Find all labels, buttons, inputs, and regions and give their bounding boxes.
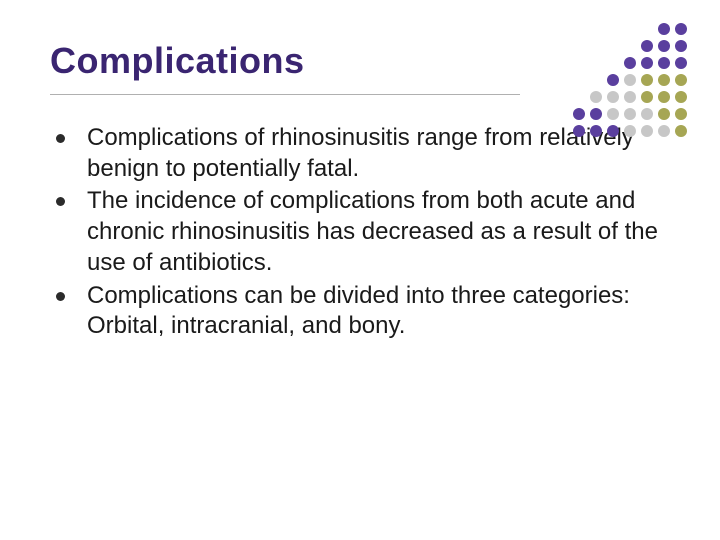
list-item: The incidence of complications from both… [50, 186, 670, 278]
decoration-dot [624, 57, 636, 69]
decoration-dot [590, 108, 602, 120]
decoration-dot [658, 74, 670, 86]
decoration-dot [658, 125, 670, 137]
bullet-text: The incidence of complications from both… [87, 186, 670, 278]
decoration-dot [675, 125, 687, 137]
bullet-icon [56, 197, 65, 206]
decoration-dot [607, 74, 619, 86]
decoration-dot [641, 125, 653, 137]
decoration-dot [590, 125, 602, 137]
decoration-dot [573, 125, 585, 137]
decoration-dot [658, 108, 670, 120]
bullet-icon [56, 292, 65, 301]
decoration-dot [641, 40, 653, 52]
decoration-dot [607, 91, 619, 103]
decoration-dot [675, 57, 687, 69]
corner-dot-decoration [572, 22, 688, 138]
decoration-dot [590, 91, 602, 103]
decoration-dot [675, 91, 687, 103]
decoration-dot [624, 91, 636, 103]
decoration-dot [658, 23, 670, 35]
decoration-dot [607, 125, 619, 137]
decoration-dot [624, 108, 636, 120]
decoration-dot [658, 91, 670, 103]
decoration-dot [658, 40, 670, 52]
decoration-dot [607, 108, 619, 120]
decoration-dot [658, 57, 670, 69]
decoration-dot [624, 74, 636, 86]
decoration-dot [624, 125, 636, 137]
decoration-dot [675, 108, 687, 120]
bullet-text: Complications can be divided into three … [87, 281, 670, 342]
decoration-dot [675, 74, 687, 86]
decoration-dot [573, 108, 585, 120]
decoration-dot [641, 74, 653, 86]
decoration-dot [641, 91, 653, 103]
content-area: Complications of rhinosinusitis range fr… [50, 123, 670, 342]
decoration-dot [641, 57, 653, 69]
decoration-dot [675, 23, 687, 35]
decoration-dot [675, 40, 687, 52]
title-underline [50, 94, 520, 95]
bullet-list: Complications of rhinosinusitis range fr… [50, 123, 670, 342]
list-item: Complications can be divided into three … [50, 281, 670, 342]
bullet-icon [56, 134, 65, 143]
decoration-dot [641, 108, 653, 120]
